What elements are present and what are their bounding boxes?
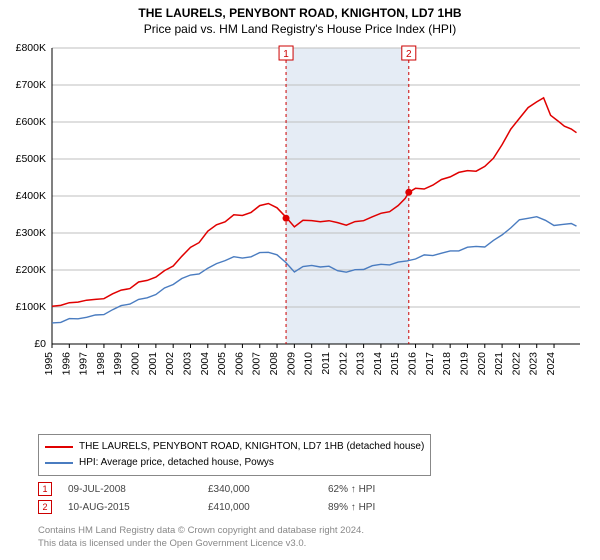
x-tick-label: 2016	[407, 352, 419, 376]
marker-row: 2 10-AUG-2015£410,00089% ↑ HPI	[38, 498, 448, 516]
x-tick-label: 2010	[303, 352, 315, 376]
y-tick-label: £700K	[16, 79, 46, 91]
x-tick-label: 1995	[43, 352, 55, 376]
y-tick-label: £500K	[16, 153, 46, 165]
y-tick-label: £200K	[16, 264, 46, 276]
legend-row: THE LAURELS, PENYBONT ROAD, KNIGHTON, LD…	[45, 439, 424, 455]
x-tick-label: 2003	[181, 352, 193, 376]
marker-badge: 2	[38, 500, 52, 514]
footer-line2: This data is licensed under the Open Gov…	[38, 537, 364, 550]
y-tick-label: £600K	[16, 116, 46, 128]
marker-price: £340,000	[208, 484, 328, 495]
marker-date: 09-JUL-2008	[68, 484, 208, 495]
marker-price: £410,000	[208, 502, 328, 513]
legend-label: THE LAURELS, PENYBONT ROAD, KNIGHTON, LD…	[79, 439, 424, 455]
series-marker	[405, 189, 412, 196]
x-tick-label: 2024	[545, 352, 557, 376]
y-tick-label: £800K	[16, 42, 46, 54]
legend: THE LAURELS, PENYBONT ROAD, KNIGHTON, LD…	[38, 434, 431, 476]
x-tick-label: 2015	[389, 352, 401, 376]
legend-row: HPI: Average price, detached house, Powy…	[45, 455, 424, 471]
marker-row: 1 09-JUL-2008£340,00062% ↑ HPI	[38, 480, 448, 498]
x-tick-label: 2007	[251, 352, 263, 376]
x-tick-label: 1998	[95, 352, 107, 376]
legend-label: HPI: Average price, detached house, Powy…	[79, 455, 274, 471]
title-line1: THE LAURELS, PENYBONT ROAD, KNIGHTON, LD…	[0, 6, 600, 20]
marker-pct: 62% ↑ HPI	[328, 484, 448, 495]
x-tick-label: 1999	[112, 352, 124, 376]
title-line2: Price paid vs. HM Land Registry's House …	[0, 22, 600, 36]
chart-title-block: THE LAURELS, PENYBONT ROAD, KNIGHTON, LD…	[0, 0, 600, 36]
x-tick-label: 2013	[355, 352, 367, 376]
y-tick-label: £100K	[16, 301, 46, 313]
series-marker	[283, 215, 290, 222]
x-tick-label: 2000	[130, 352, 142, 376]
event-badge-label: 1	[283, 49, 289, 60]
x-tick-label: 2019	[458, 352, 470, 376]
x-tick-label: 2008	[268, 352, 280, 376]
x-tick-label: 2018	[441, 352, 453, 376]
y-tick-label: £300K	[16, 227, 46, 239]
x-tick-label: 2012	[337, 352, 349, 376]
y-tick-label: £400K	[16, 190, 46, 202]
x-tick-label: 2006	[233, 352, 245, 376]
y-tick-label: £0	[34, 338, 46, 350]
x-tick-label: 2011	[320, 352, 332, 375]
marker-badge: 1	[38, 482, 52, 496]
marker-table: 1 09-JUL-2008£340,00062% ↑ HPI 2 10-AUG-201…	[38, 480, 448, 516]
x-tick-label: 2005	[216, 352, 228, 376]
x-tick-label: 2020	[476, 352, 488, 376]
x-tick-label: 1996	[60, 352, 72, 376]
footer-line1: Contains HM Land Registry data © Crown c…	[38, 524, 364, 537]
x-tick-label: 1997	[78, 352, 90, 376]
x-tick-label: 2014	[372, 352, 384, 376]
legend-swatch	[45, 462, 73, 464]
footer-note: Contains HM Land Registry data © Crown c…	[38, 524, 364, 550]
x-tick-label: 2002	[164, 352, 176, 376]
marker-pct: 89% ↑ HPI	[328, 502, 448, 513]
x-tick-label: 2009	[285, 352, 297, 376]
x-tick-label: 2001	[147, 352, 159, 376]
x-tick-label: 2017	[424, 352, 436, 376]
x-tick-label: 2023	[528, 352, 540, 376]
price-chart: £0 £100K £200K £300K £400K £500K £600K £700K £80…	[0, 40, 588, 380]
x-tick-label: 2004	[199, 352, 211, 376]
x-tick-label: 2022	[510, 352, 522, 376]
legend-swatch	[45, 446, 73, 448]
x-tick-label: 2021	[493, 352, 505, 376]
marker-date: 10-AUG-2015	[68, 502, 208, 513]
event-badge-label: 2	[406, 49, 412, 60]
